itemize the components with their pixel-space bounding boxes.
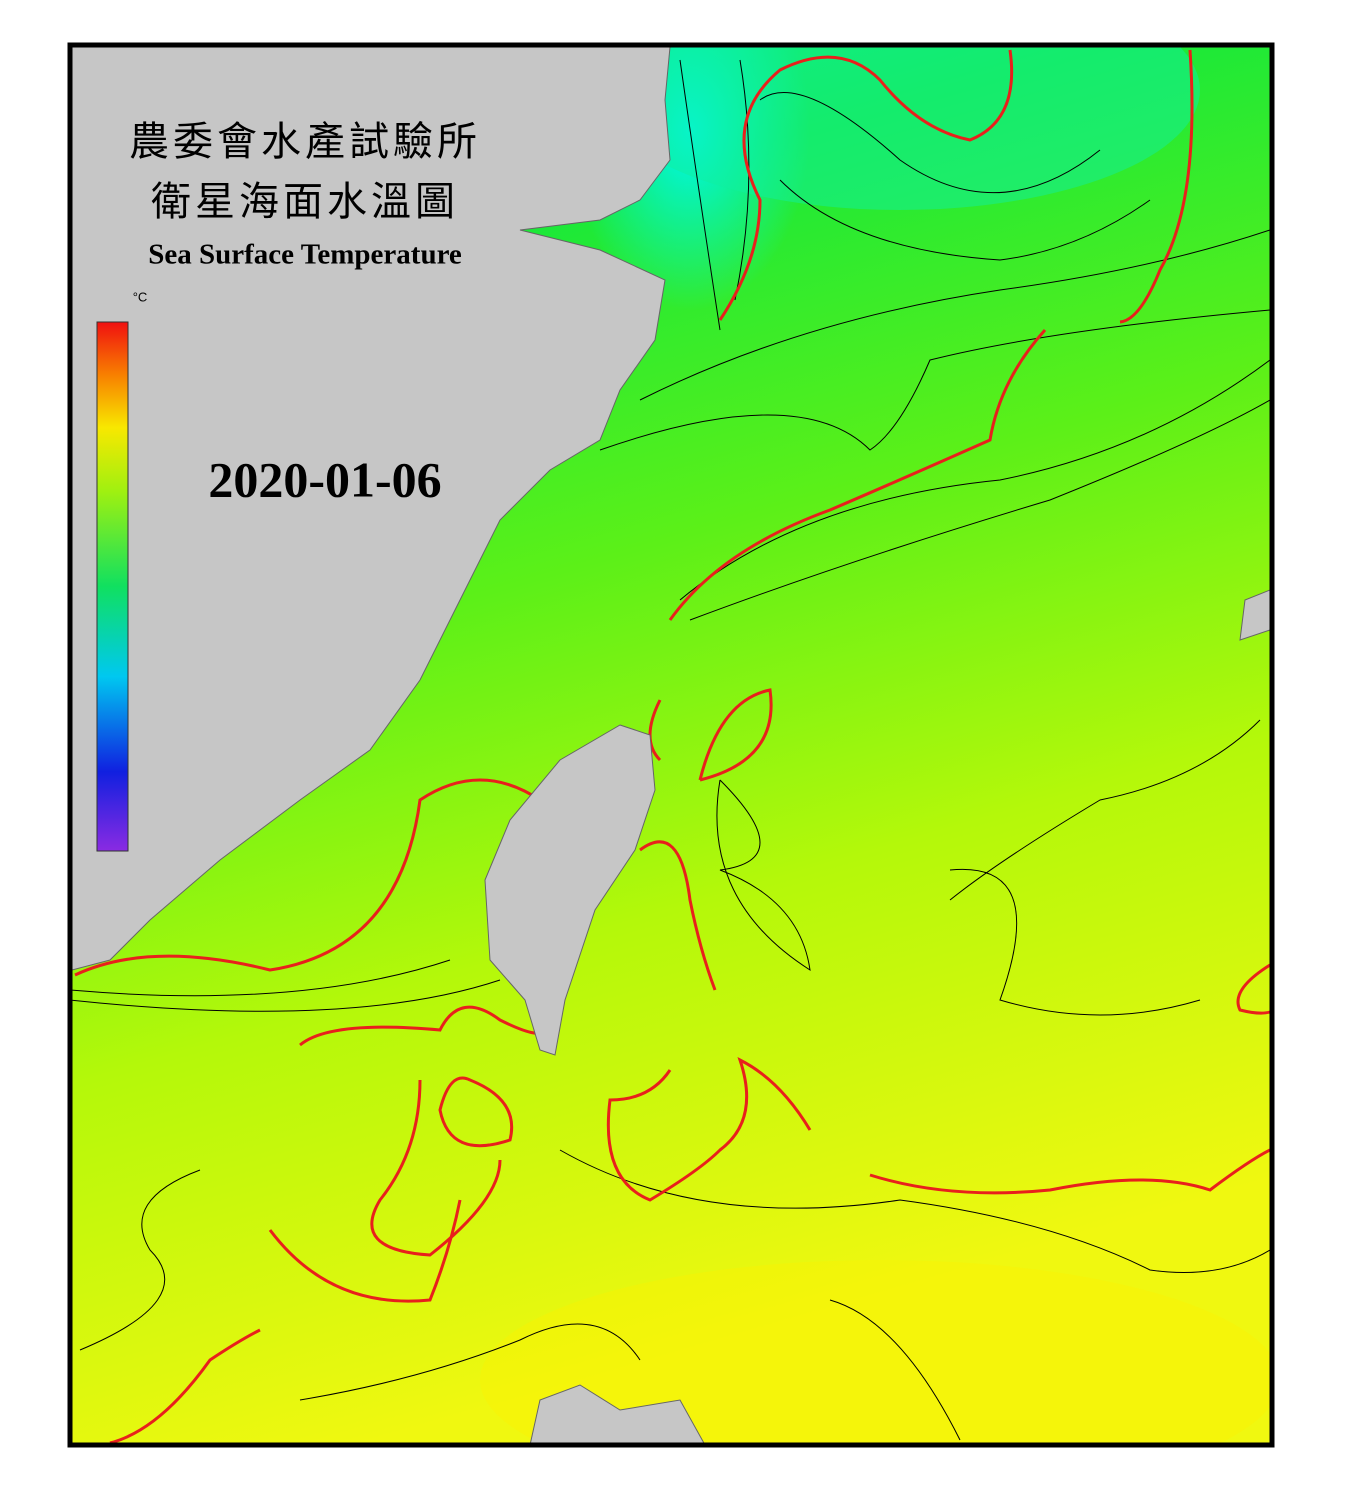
title-zh: 農委會水產試驗所	[129, 119, 481, 165]
colorbar-unit: °C	[133, 289, 148, 304]
title-en: Sea Surface Temperature	[148, 239, 462, 271]
colorbar	[96, 321, 129, 852]
date: 2020-01-06	[208, 451, 441, 507]
subtitle-zh: 衛星海面水溫圖	[151, 179, 459, 225]
map-body	[72, 47, 1270, 1443]
map-frame	[67, 42, 1275, 1448]
